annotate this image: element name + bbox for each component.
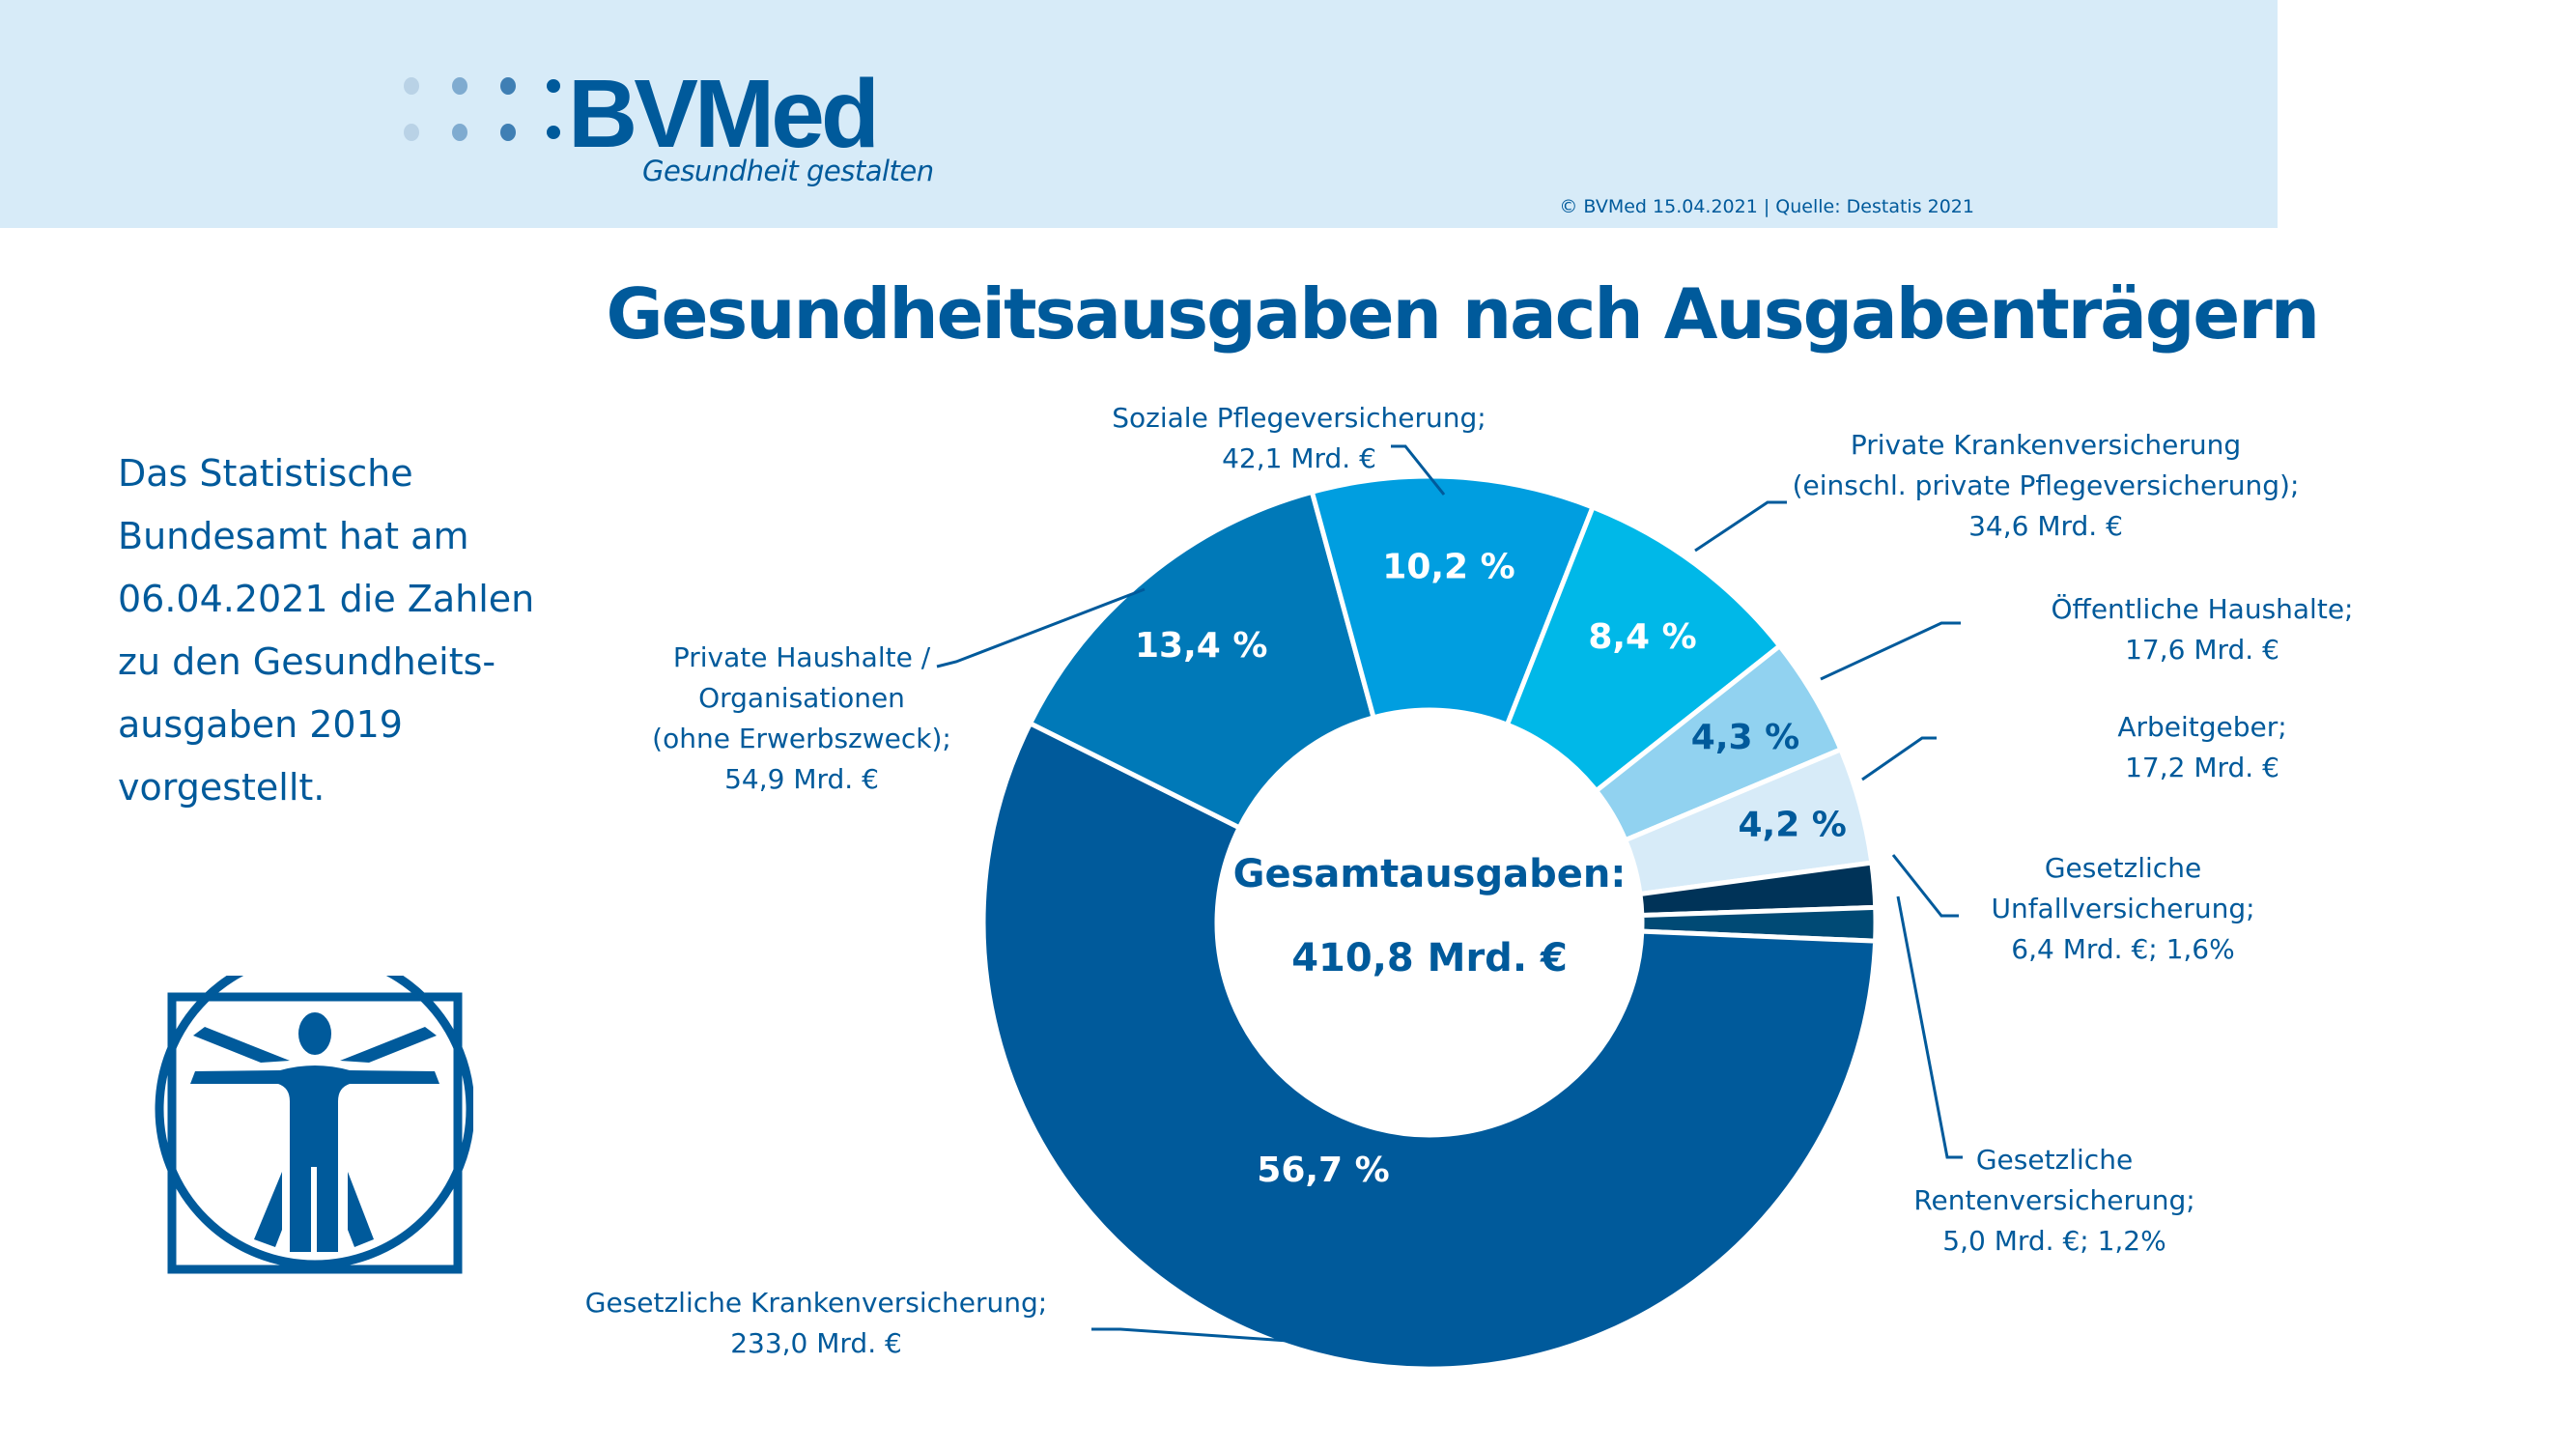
center-label-title: Gesamtausgaben: [1233,852,1627,896]
donut-segment [1027,489,1377,832]
logo-dots-icon [404,77,587,145]
segment-percent-label: 4,2 % [1738,806,1846,845]
segment-label: Arbeitgeber; 17,2 Mrd. € [2117,711,2286,783]
brand-tagline: Gesundheit gestalten [642,155,934,187]
intro-line: vorgestellt. [118,766,326,809]
leader-line [1091,1327,1345,1347]
intro-line: ausgaben 2019 [118,703,403,746]
leader-line [1861,736,1937,781]
leader-line [1694,500,1787,553]
segment-label: Private Haushalte / Organisationen (ohne E… [652,641,951,795]
segment-label: Gesetzliche Unfallversicherung; 6,4 Mrd. €… [1991,852,2254,965]
center-label-total: 410,8 Mrd. € [1291,936,1568,980]
leader-line [936,587,1146,668]
segment-label: Soziale Pflegeversicherung; 42,1 Mrd. € [1112,402,1486,474]
segment-percent-label: 4,3 % [1691,718,1799,757]
segment-percent-label: 10,2 % [1382,548,1514,587]
segment-label: Gesetzliche Krankenversicherung; 233,0 Mr… [585,1287,1047,1359]
leader-line [1820,621,1961,681]
donut-segment [980,720,1879,1372]
segment-percent-label: 8,4 % [1588,617,1696,657]
vitruvian-man-icon [155,976,473,1274]
segment-percent-label: 13,4 % [1135,626,1267,666]
page-title: Gesundheitsausgaben nach Ausgabenträgern [606,273,2321,355]
header-band: BVMed Gesundheit gestalten © BVMed 15.04… [0,0,2278,228]
segment-label: Private Krankenversicherung (einschl. pri… [1793,429,2300,542]
segment-percent-label: 56,7 % [1257,1151,1389,1190]
donut-segment [1309,473,1597,728]
intro-line: Das Statistische [118,452,413,495]
source-copyright: © BVMed 15.04.2021 | Quelle: Destatis 20… [1559,196,1974,217]
brand-logo: BVMed [568,60,880,168]
leader-line [1391,444,1446,496]
leader-line [1891,854,1959,918]
intro-line: Bundesamt hat am [118,515,469,557]
intro-text: Das Statistische Bundesamt hat am 06.04.… [118,442,572,819]
intro-line: zu den Gesundheits- [118,640,496,683]
segment-label: Gesetzliche Rentenversicherung; 5,0 Mrd. €… [1913,1144,2194,1257]
segment-label: Öffentliche Haushalte; 17,6 Mrd. € [2052,592,2354,666]
intro-line: 06.04.2021 die Zahlen [118,578,535,620]
leader-line [1896,895,1963,1159]
